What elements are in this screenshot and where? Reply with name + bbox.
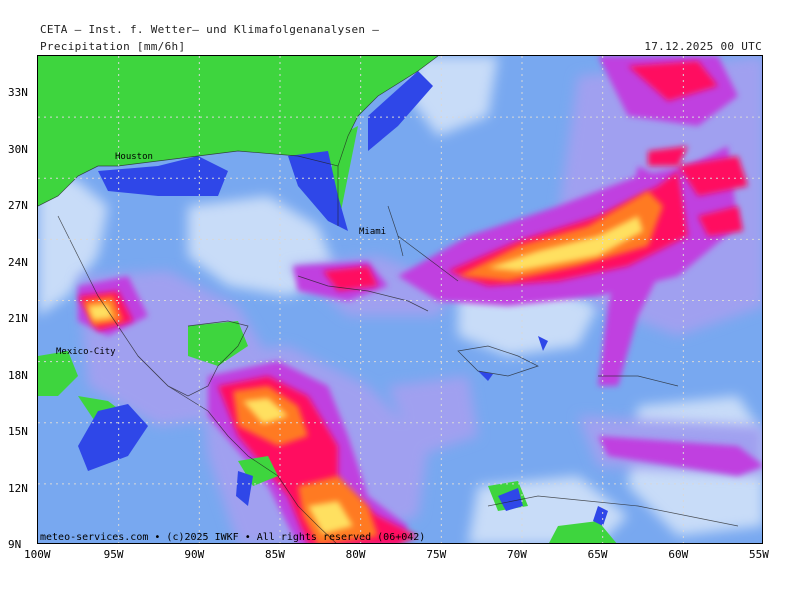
city-label-mexico-city: Mexico-City	[56, 347, 116, 357]
valid-time: 17.12.2025 00 UTC	[644, 40, 762, 53]
lon-tick-label: 55W	[749, 548, 769, 561]
coastline-layer	[38, 56, 739, 543]
lat-tick-label: 33N	[8, 86, 28, 99]
lat-tick-label: 27N	[8, 199, 28, 212]
lon-tick-label: 60W	[668, 548, 689, 561]
lat-tick-label: 12N	[8, 481, 28, 495]
extreme-rain-layer	[88, 216, 643, 534]
lon-tick-label: 100W	[24, 548, 51, 561]
city-label-houston: Houston	[115, 152, 153, 162]
map-source-title: CETA – Inst. f. Wetter– und Klimafolgena…	[40, 23, 380, 36]
lon-tick-label: 65W	[587, 548, 608, 561]
lat-tick-label: 21N	[8, 312, 28, 325]
lat-tick-label: 18N	[8, 368, 28, 382]
copyright-credit: meteo-services.com • (c)2025 IWKF • All …	[40, 532, 426, 543]
lat-tick-label: 9N	[8, 538, 22, 551]
lat-tick-label: 30N	[8, 142, 28, 156]
lon-tick-label: 90W	[184, 548, 205, 561]
city-label-miami: Miami	[359, 227, 387, 237]
precipitation-map	[37, 55, 763, 544]
parameter-title: Precipitation [mm/6h]	[40, 40, 186, 53]
map-canvas	[38, 56, 762, 543]
lon-tick-label: 80W	[345, 548, 366, 561]
lon-tick-label: 70W	[507, 548, 527, 561]
lat-tick-label: 24N	[8, 255, 28, 269]
graticule	[38, 56, 762, 543]
deep-water-layer	[78, 71, 608, 526]
lat-tick-label: 15N	[8, 425, 28, 438]
lon-tick-label: 95W	[103, 548, 124, 561]
lon-tick-label: 85W	[265, 548, 285, 561]
lon-tick-label: 75W	[426, 548, 447, 561]
